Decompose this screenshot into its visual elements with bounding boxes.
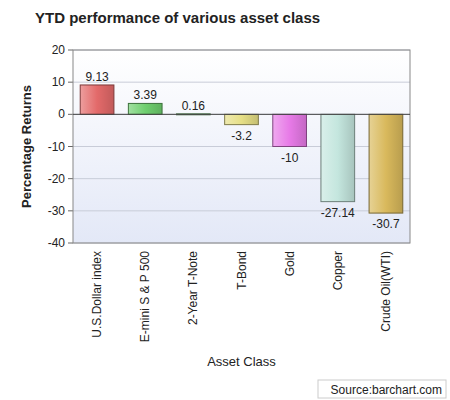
source-box (318, 380, 446, 398)
tick-mark (68, 82, 73, 83)
tick-label: -40 (48, 236, 66, 250)
grid-line (73, 114, 410, 115)
grid-line (73, 178, 410, 179)
bar (321, 114, 355, 201)
data-label: -27.14 (321, 206, 355, 220)
tick-label: -20 (48, 172, 66, 186)
tick-mark (68, 243, 73, 244)
bar (225, 114, 259, 124)
category-label: U.S.Dollar index (90, 251, 104, 338)
category-label: E-mini S & P 500 (138, 251, 152, 342)
bar (369, 114, 403, 213)
data-label: -10 (281, 151, 299, 165)
tick-mark (68, 178, 73, 179)
tick-label: 20 (52, 43, 66, 57)
data-label: 9.13 (85, 70, 109, 84)
tick-mark (68, 114, 73, 115)
tick-mark (68, 210, 73, 211)
tick-label: -10 (48, 140, 66, 154)
category-label: Crude Oil(WTI) (379, 251, 393, 332)
x-axis-title: Asset Class (207, 354, 276, 369)
tick-label: 10 (52, 75, 66, 89)
bars (80, 85, 403, 213)
bar (80, 85, 114, 114)
tick-mark (68, 146, 73, 147)
grid-line (73, 210, 410, 211)
title: YTD performance of various asset class (35, 9, 320, 26)
data-label: -30.7 (372, 217, 400, 231)
tick-mark (68, 50, 73, 51)
category-label: Copper (331, 251, 345, 290)
category-label: 2-Year T-Note (186, 251, 200, 325)
data-label: 0.16 (182, 99, 206, 113)
y-axis-title: Percentage Returns (19, 85, 34, 208)
plot-frame (73, 50, 410, 243)
grid-line (73, 146, 410, 147)
data-label: -3.2 (231, 129, 252, 143)
category-label: T-Bond (235, 251, 249, 290)
bar (128, 103, 162, 114)
data-label: 3.39 (134, 88, 158, 102)
source: Source:barchart.com (331, 383, 442, 397)
zero-line (73, 114, 410, 115)
grid-line (73, 82, 410, 83)
plot-area (73, 50, 410, 243)
chart: YTD performance of various asset class -4… (0, 0, 450, 400)
category-label: Gold (283, 251, 297, 276)
bar (273, 114, 307, 146)
tick-label: 0 (58, 107, 65, 121)
tick-label: -30 (48, 204, 66, 218)
